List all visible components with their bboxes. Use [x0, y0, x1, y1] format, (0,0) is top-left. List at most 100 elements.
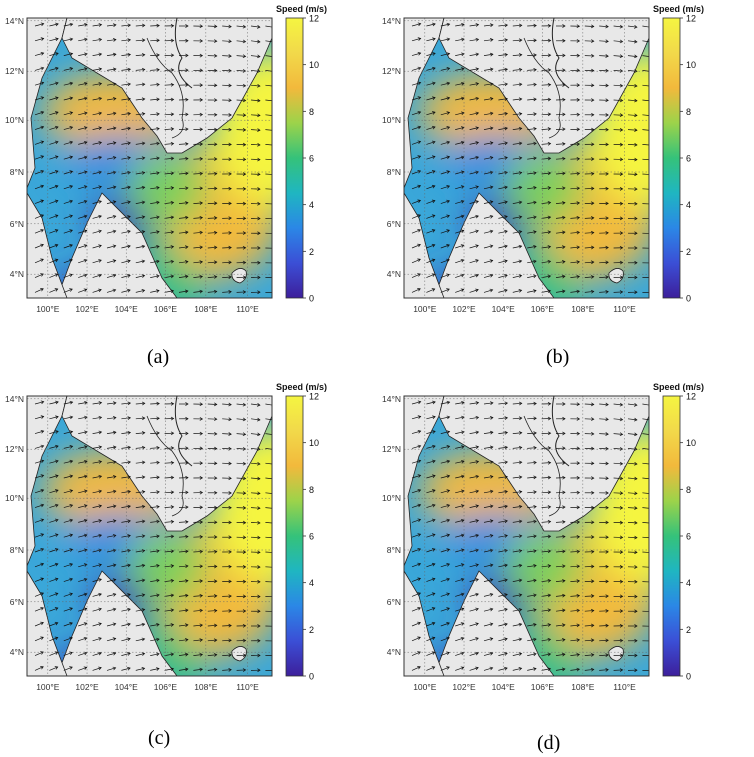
- lon-tick-label: 104°E: [492, 682, 516, 692]
- colorbar-tick-label: 6: [686, 154, 691, 164]
- map-frame: [26, 395, 273, 677]
- colorbar-tick-label: 2: [309, 247, 314, 257]
- colorbar: Speed (m/s) 0 2 4 6 8 10 12: [653, 382, 704, 682]
- colorbar-tick-label: 8: [309, 107, 314, 117]
- colorbar-tick-label: 10: [309, 438, 319, 448]
- colorbar-tick-label: 8: [309, 485, 314, 495]
- colorbar-tick-label: 10: [686, 438, 696, 448]
- lon-tick-label: 110°E: [613, 682, 636, 692]
- colorbar: Speed (m/s) 0 2 4 6 8 10 12: [653, 4, 704, 304]
- colorbar-tick-label: 0: [686, 294, 691, 304]
- colorbar-tick-label: 12: [686, 14, 696, 24]
- colorbar: Speed (m/s) 0 2 4 6 8 10 12: [276, 382, 327, 682]
- gridlines: [404, 18, 649, 298]
- colorbar-tick-label: 6: [309, 532, 314, 542]
- lon-tick-label: 104°E: [115, 304, 139, 314]
- colorbar-tick-label: 2: [309, 625, 314, 635]
- land: [27, 18, 272, 298]
- map-frame: [403, 17, 650, 299]
- lat-tick-label: 6°N: [387, 219, 401, 229]
- lat-tick-label: 10°N: [5, 115, 24, 125]
- lon-tick-label: 100°E: [36, 682, 60, 692]
- lon-tick-label: 104°E: [492, 304, 516, 314]
- land: [27, 396, 272, 676]
- lon-tick-label: 106°E: [154, 304, 178, 314]
- colorbar-tick-label: 6: [309, 154, 314, 164]
- lon-tick-label: 106°E: [531, 304, 555, 314]
- lat-tick-label: 14°N: [5, 394, 24, 404]
- lon-tick-label: 100°E: [36, 304, 60, 314]
- lon-tick-label: 108°E: [571, 682, 595, 692]
- lon-tick-label: 110°E: [236, 682, 259, 692]
- lon-tick-label: 108°E: [571, 304, 595, 314]
- lon-tick-label: 100°E: [413, 682, 437, 692]
- colorbar-title: Speed (m/s): [653, 4, 704, 14]
- lat-tick-label: 8°N: [10, 545, 24, 555]
- colorbar-title: Speed (m/s): [653, 382, 704, 392]
- lat-tick-label: 12°N: [382, 66, 401, 76]
- lon-tick-label: 102°E: [75, 682, 99, 692]
- map-area: [404, 396, 649, 676]
- lat-tick-label: 4°N: [10, 269, 24, 279]
- colorbar-tick-label: 2: [686, 247, 691, 257]
- map-area: [27, 18, 272, 298]
- panel-c: 100°E 102°E 104°E 106°E 108°E 110°E 4°N 6°N 8°N 1…: [0, 378, 377, 756]
- colorbar-tick-label: 4: [309, 578, 314, 588]
- colorbar-tick-label: 0: [309, 672, 314, 682]
- lon-tick-label: 108°E: [194, 304, 218, 314]
- lat-tick-label: 4°N: [387, 647, 401, 657]
- land: [404, 18, 649, 298]
- colorbar-tick-label: 10: [686, 60, 696, 70]
- lat-tick-label: 4°N: [387, 269, 401, 279]
- wind-arrows: [34, 400, 272, 673]
- colorbar-tick-label: 6: [686, 532, 691, 542]
- lat-tick-label: 10°N: [382, 115, 401, 125]
- caption-c: (c): [148, 727, 171, 749]
- lon-tick-label: 110°E: [613, 304, 636, 314]
- lon-tick-label: 102°E: [452, 304, 476, 314]
- gridlines: [27, 18, 272, 298]
- panel-b: 100°E 102°E 104°E 106°E 108°E 110°E 4°N 6°N 8°N 1…: [377, 0, 754, 378]
- lon-tick-label: 106°E: [531, 682, 555, 692]
- wind-arrows: [34, 22, 272, 295]
- wind-map-a: 100°E 102°E 104°E 106°E 108°E 110°E 4°N 6°N 8°N 1…: [5, 4, 327, 314]
- map-frame: [403, 395, 650, 677]
- colorbar-tick-label: 8: [686, 485, 691, 495]
- wind-map-b: 100°E 102°E 104°E 106°E 108°E 110°E 4°N 6°N 8°N 1…: [382, 4, 704, 314]
- panel-a: 100°E 102°E 104°E 106°E 108°E 110°E 4°N 6°N 8°N 1…: [0, 0, 377, 378]
- caption-a: (a): [147, 346, 170, 368]
- colorbar: Speed (m/s) 0 2 4 6 8 10 12: [276, 4, 327, 304]
- colorbar-tick-label: 0: [309, 294, 314, 304]
- lon-tick-label: 108°E: [194, 682, 218, 692]
- map-area: [404, 18, 649, 298]
- wind-map-d: 100°E 102°E 104°E 106°E 108°E 110°E 4°N 6°N 8°N 1…: [382, 382, 704, 692]
- colorbar-title: Speed (m/s): [276, 4, 327, 14]
- lon-tick-label: 110°E: [236, 304, 259, 314]
- gridlines: [404, 396, 649, 676]
- colorbar-tick-label: 4: [686, 578, 691, 588]
- wind-arrows: [411, 400, 649, 673]
- lat-tick-label: 14°N: [382, 394, 401, 404]
- lat-tick-label: 8°N: [387, 167, 401, 177]
- lat-tick-label: 14°N: [382, 16, 401, 26]
- lat-tick-label: 10°N: [5, 493, 24, 503]
- wind-map-c: 100°E 102°E 104°E 106°E 108°E 110°E 4°N 6°N 8°N 1…: [5, 382, 327, 692]
- lat-tick-label: 8°N: [10, 167, 24, 177]
- map-area: [27, 396, 272, 676]
- colorbar-title: Speed (m/s): [276, 382, 327, 392]
- caption-d: (d): [537, 732, 561, 754]
- lat-tick-label: 10°N: [382, 493, 401, 503]
- colorbar-tick-label: 4: [309, 200, 314, 210]
- colorbar-tick-label: 10: [309, 60, 319, 70]
- lon-tick-label: 102°E: [452, 682, 476, 692]
- lat-tick-label: 8°N: [387, 545, 401, 555]
- lon-tick-label: 104°E: [115, 682, 139, 692]
- lat-tick-label: 12°N: [5, 444, 24, 454]
- wind-arrows: [411, 22, 649, 295]
- colorbar-tick-label: 2: [686, 625, 691, 635]
- lat-tick-label: 12°N: [5, 66, 24, 76]
- caption-b: (b): [546, 346, 570, 368]
- lon-tick-label: 102°E: [75, 304, 99, 314]
- map-frame: [26, 17, 273, 299]
